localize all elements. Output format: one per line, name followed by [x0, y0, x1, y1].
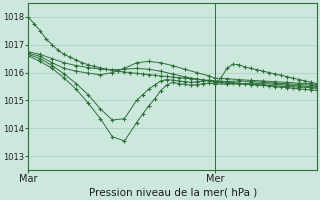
- X-axis label: Pression niveau de la mer( hPa ): Pression niveau de la mer( hPa ): [89, 187, 257, 197]
